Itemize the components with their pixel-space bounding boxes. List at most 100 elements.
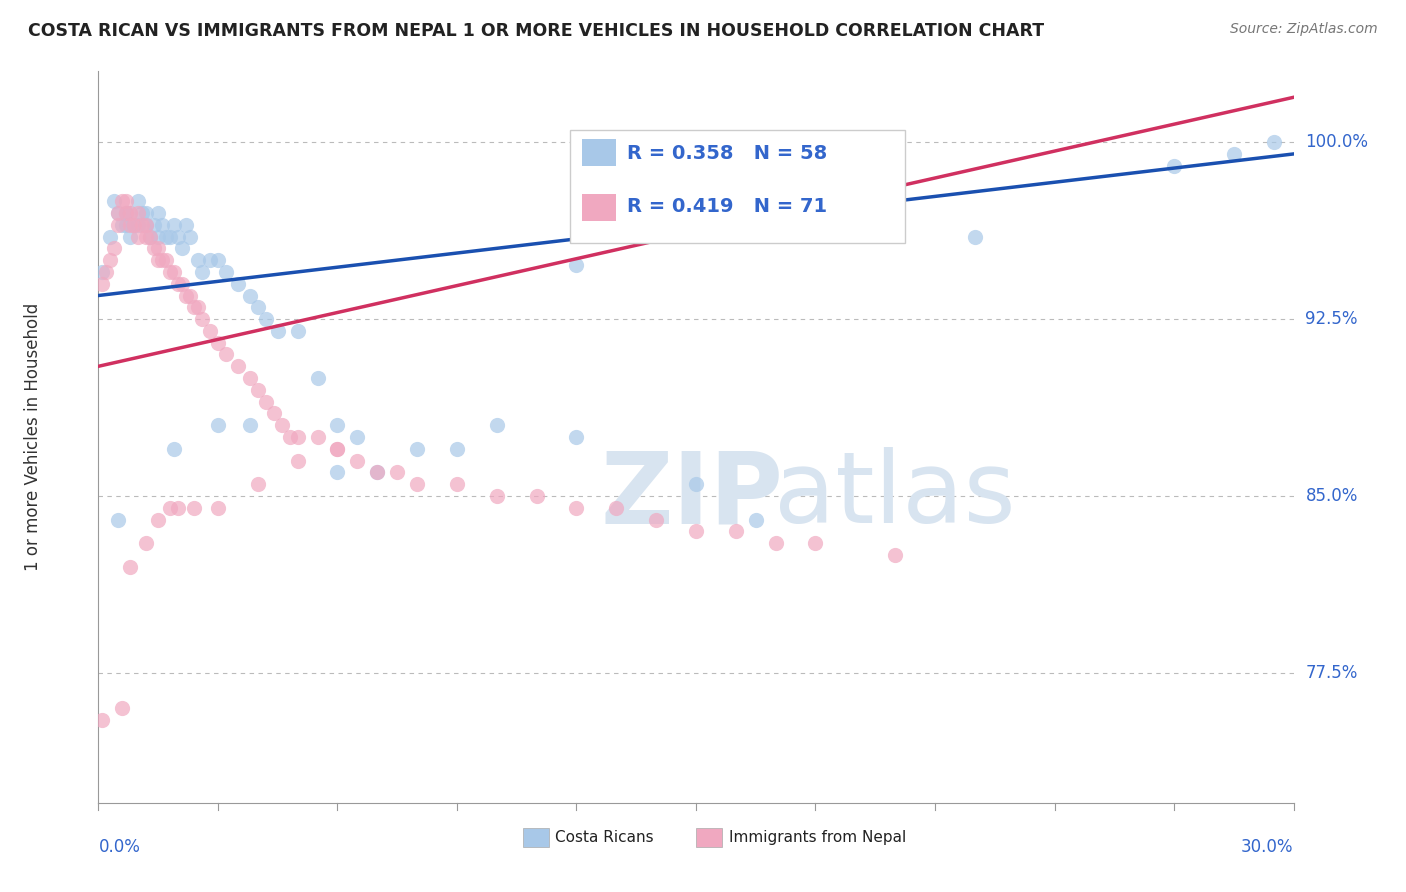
Point	[139, 229, 162, 244]
Point	[139, 229, 162, 244]
Point	[226, 277, 249, 291]
Point	[148, 229, 170, 244]
Point	[150, 218, 173, 232]
Point	[685, 477, 707, 491]
Point	[143, 241, 166, 255]
Point	[287, 324, 309, 338]
Point	[446, 442, 468, 456]
Point	[963, 229, 986, 244]
Point	[111, 701, 134, 715]
Text: 1 or more Vehicles in Household: 1 or more Vehicles in Household	[24, 303, 42, 571]
Point	[254, 394, 277, 409]
Point	[207, 335, 229, 350]
Point	[103, 241, 125, 255]
Point	[183, 301, 205, 315]
Point	[120, 218, 142, 232]
Text: 0.0%: 0.0%	[98, 838, 141, 856]
Point	[884, 548, 907, 562]
Point	[127, 194, 149, 208]
Text: atlas: atlas	[773, 447, 1015, 544]
Point	[1263, 135, 1285, 149]
Point	[127, 218, 149, 232]
Point	[98, 229, 122, 244]
Point	[183, 500, 205, 515]
Point	[163, 265, 186, 279]
Point	[191, 265, 214, 279]
Point	[215, 265, 238, 279]
Point	[131, 218, 153, 232]
Point	[215, 347, 238, 361]
Point	[172, 277, 194, 291]
Point	[159, 229, 181, 244]
Text: 100.0%: 100.0%	[1306, 133, 1368, 151]
Point	[446, 477, 468, 491]
Point	[254, 312, 277, 326]
Point	[239, 418, 262, 433]
Point	[167, 229, 190, 244]
Point	[270, 418, 292, 433]
Point	[167, 277, 190, 291]
FancyBboxPatch shape	[582, 138, 616, 167]
Point	[91, 277, 114, 291]
Point	[179, 229, 201, 244]
Point	[485, 489, 508, 503]
Point	[346, 453, 368, 467]
Point	[239, 288, 262, 302]
Point	[485, 418, 508, 433]
FancyBboxPatch shape	[582, 194, 616, 221]
Text: R = 0.358   N = 58: R = 0.358 N = 58	[627, 144, 827, 162]
FancyBboxPatch shape	[523, 829, 548, 847]
Text: 30.0%: 30.0%	[1241, 838, 1294, 856]
Point	[267, 324, 290, 338]
Point	[131, 206, 153, 220]
Text: R = 0.419   N = 71: R = 0.419 N = 71	[627, 197, 827, 216]
Point	[246, 301, 269, 315]
Point	[526, 489, 548, 503]
Point	[406, 477, 429, 491]
Point	[124, 218, 146, 232]
Point	[120, 229, 142, 244]
Point	[155, 253, 177, 268]
Point	[287, 430, 309, 444]
Point	[207, 500, 229, 515]
Point	[115, 206, 138, 220]
Point	[179, 288, 201, 302]
Point	[307, 430, 329, 444]
Text: 77.5%: 77.5%	[1306, 664, 1358, 682]
Point	[135, 206, 157, 220]
Point	[174, 218, 197, 232]
Point	[605, 500, 627, 515]
Point	[115, 218, 138, 232]
Point	[127, 229, 149, 244]
Point	[107, 513, 129, 527]
Point	[346, 430, 368, 444]
Point	[150, 253, 173, 268]
Point	[565, 430, 588, 444]
FancyBboxPatch shape	[696, 829, 723, 847]
Text: Immigrants from Nepal: Immigrants from Nepal	[730, 830, 907, 845]
Point	[226, 359, 249, 374]
Point	[148, 206, 170, 220]
Point	[135, 536, 157, 550]
Point	[111, 194, 134, 208]
Point	[107, 206, 129, 220]
Point	[103, 194, 125, 208]
Point	[1163, 159, 1185, 173]
Point	[246, 477, 269, 491]
Point	[246, 383, 269, 397]
Point	[239, 371, 262, 385]
Point	[111, 218, 134, 232]
Point	[120, 559, 142, 574]
Text: Source: ZipAtlas.com: Source: ZipAtlas.com	[1230, 22, 1378, 37]
Point	[207, 418, 229, 433]
Point	[685, 524, 707, 539]
Point	[385, 466, 409, 480]
Text: 92.5%: 92.5%	[1306, 310, 1358, 328]
Point	[307, 371, 329, 385]
Point	[115, 194, 138, 208]
Point	[148, 241, 170, 255]
Point	[120, 206, 142, 220]
Point	[91, 713, 114, 727]
Point	[724, 524, 747, 539]
Point	[135, 229, 157, 244]
